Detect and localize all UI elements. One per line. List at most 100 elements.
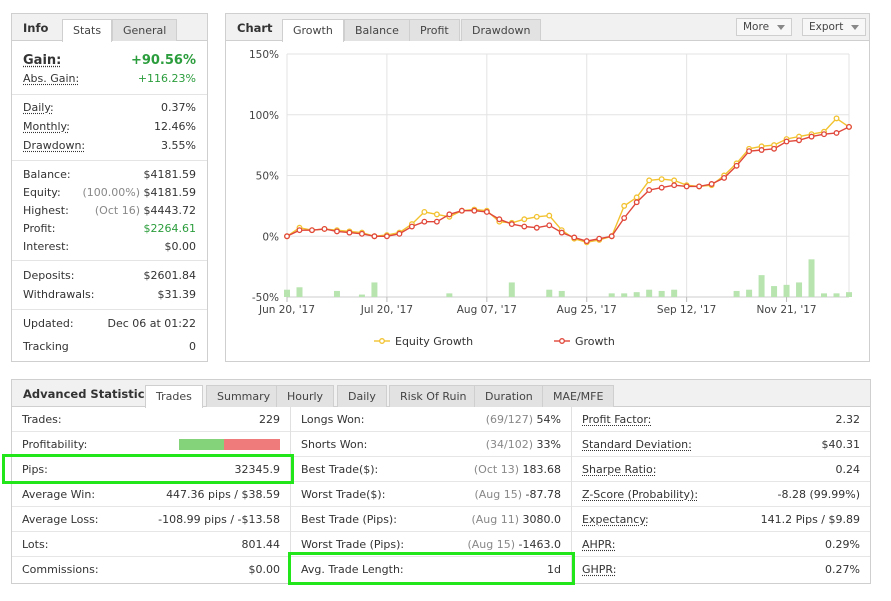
daily-value: 0.37%	[161, 101, 196, 114]
histogram-bar	[846, 292, 852, 297]
export-dropdown[interactable]: Export	[802, 18, 867, 36]
series-point	[583, 238, 590, 245]
updated-row: Updated: Dec 06 at 01:22	[12, 315, 207, 333]
tab-stats[interactable]: Stats	[62, 19, 113, 42]
stat-row: Standard Deviation: $40.31	[572, 432, 870, 457]
chevron-down-icon	[777, 24, 786, 30]
tab-duration[interactable]: Duration	[474, 385, 544, 407]
stat-label[interactable]: Z-Score (Probability):	[582, 488, 699, 501]
withdrawals-row: Withdrawals: $31.39	[12, 286, 207, 304]
stat-label: Best Trade (Pips):	[301, 513, 397, 526]
stat-label: Average Win:	[22, 488, 96, 501]
column-divider	[290, 407, 291, 583]
y-tick-label: -50%	[252, 292, 279, 304]
tab-trades[interactable]: Trades	[145, 385, 203, 408]
stat-label[interactable]: Expectancy:	[582, 513, 649, 526]
info-tabbar: Info Stats General	[12, 14, 207, 42]
equity-value: $4181.59	[143, 186, 197, 199]
stat-value-text: 801.44	[241, 538, 281, 551]
chevron-down-icon	[851, 24, 860, 30]
stat-value: 32345.9	[235, 457, 281, 482]
daily-label[interactable]: Daily:	[23, 101, 54, 114]
monthly-value: 12.46%	[154, 120, 196, 133]
stat-label[interactable]: GHPR:	[582, 563, 617, 576]
gain-label[interactable]: Gain:	[23, 53, 62, 68]
histogram-bar	[808, 259, 815, 297]
legend-swatch-point	[559, 338, 565, 344]
info-tab-title[interactable]: Info	[23, 21, 49, 35]
series-point	[658, 184, 665, 191]
histogram-bar	[733, 290, 740, 297]
gain-row: Gain: +90.56%	[12, 51, 207, 71]
stat-value-text: 0.27%	[825, 563, 860, 576]
tab-daily[interactable]: Daily	[337, 385, 387, 407]
growth-chart[interactable]: 150% 100% 50% 0% -50%Jun 20, '17 Jul 20, '17 A…	[226, 41, 869, 361]
stat-row: Best Trade (Pips): (Aug 11) 3080.0	[291, 507, 571, 532]
tab-growth[interactable]: Growth	[282, 19, 344, 42]
stat-row: Expectancy: 141.2 Pips / $9.89	[572, 507, 870, 532]
chart-tab-title[interactable]: Chart	[237, 21, 273, 35]
tab-drawdown[interactable]: Drawdown	[461, 19, 542, 41]
series-point	[396, 230, 403, 237]
stat-label[interactable]: Profit Factor:	[582, 413, 652, 426]
stat-row: Average Loss: -108.99 pips / -$13.58	[12, 507, 290, 532]
series-point	[446, 211, 453, 218]
series-point	[383, 233, 390, 240]
tab-summary[interactable]: Summary	[206, 385, 282, 407]
series-point	[758, 147, 765, 153]
chart-legend[interactable]: Equity Growth Growth	[374, 335, 615, 348]
more-dropdown[interactable]: More	[736, 18, 793, 36]
highest-values: (Oct 16) $4443.72	[95, 202, 196, 220]
series-point	[671, 177, 678, 184]
monthly-label[interactable]: Monthly:	[23, 120, 70, 133]
stat-value-text: 229	[259, 413, 280, 426]
tab-general[interactable]: General	[112, 19, 178, 41]
stat-label[interactable]: AHPR:	[582, 538, 616, 551]
tab-risk-of-ruin[interactable]: Risk Of Ruin	[389, 385, 478, 407]
interest-row: Interest: $0.00	[12, 238, 207, 256]
stat-label[interactable]: Sharpe Ratio:	[582, 463, 657, 476]
x-tick-label: Aug 25, '17	[557, 304, 617, 316]
stat-value-text: 183.68	[522, 463, 562, 476]
histogram-bar	[833, 293, 840, 297]
histogram-bar	[771, 286, 778, 297]
tab-profit[interactable]: Profit	[409, 19, 460, 41]
abs-gain-label[interactable]: Abs. Gain:	[23, 72, 80, 85]
series-point	[508, 221, 515, 228]
series-point	[796, 137, 802, 144]
stat-row: Shorts Won: (34/102) 33%	[291, 432, 571, 457]
stat-value-text: 141.2 Pips / $9.89	[760, 513, 860, 526]
tab-balance[interactable]: Balance	[344, 19, 410, 41]
series-point	[433, 211, 440, 218]
stat-value-text: 54%	[536, 413, 561, 426]
histogram-bar	[671, 289, 678, 297]
histogram-bar	[546, 289, 553, 297]
stat-value-text: 0.29%	[825, 538, 860, 551]
series-point	[371, 233, 378, 240]
series-point	[658, 176, 665, 183]
stat-value-text: 2.32	[835, 413, 861, 426]
series-point	[721, 174, 728, 181]
series-point	[833, 130, 840, 136]
stat-row: Longs Won: (69/127) 54%	[291, 407, 571, 432]
histogram-bar	[783, 284, 790, 297]
stat-value: (Aug 15) -87.78	[474, 482, 561, 507]
tab-hourly[interactable]: Hourly	[276, 385, 335, 407]
drawdown-label[interactable]: Drawdown:	[23, 139, 86, 152]
series-point	[733, 162, 740, 169]
equity-values: (100.00%) $4181.59	[82, 184, 196, 202]
divider	[12, 309, 207, 310]
series-point	[321, 226, 328, 232]
series-point	[558, 229, 565, 236]
stat-row: Z-Score (Probability): -8.28 (99.99%)	[572, 482, 870, 507]
tab-mae-mfe[interactable]: MAE/MFE	[542, 385, 615, 407]
series-point	[496, 216, 503, 223]
series-point	[596, 235, 603, 242]
series-point	[771, 145, 778, 152]
daily-row: Daily: 0.37%	[12, 99, 207, 117]
stat-label[interactable]: Standard Deviation:	[582, 438, 692, 451]
stat-value-text: -8.28 (99.99%)	[777, 488, 860, 501]
stat-row: Worst Trade($): (Aug 15) -87.78	[291, 482, 571, 507]
divider	[12, 94, 207, 95]
histogram-bar	[633, 292, 640, 297]
